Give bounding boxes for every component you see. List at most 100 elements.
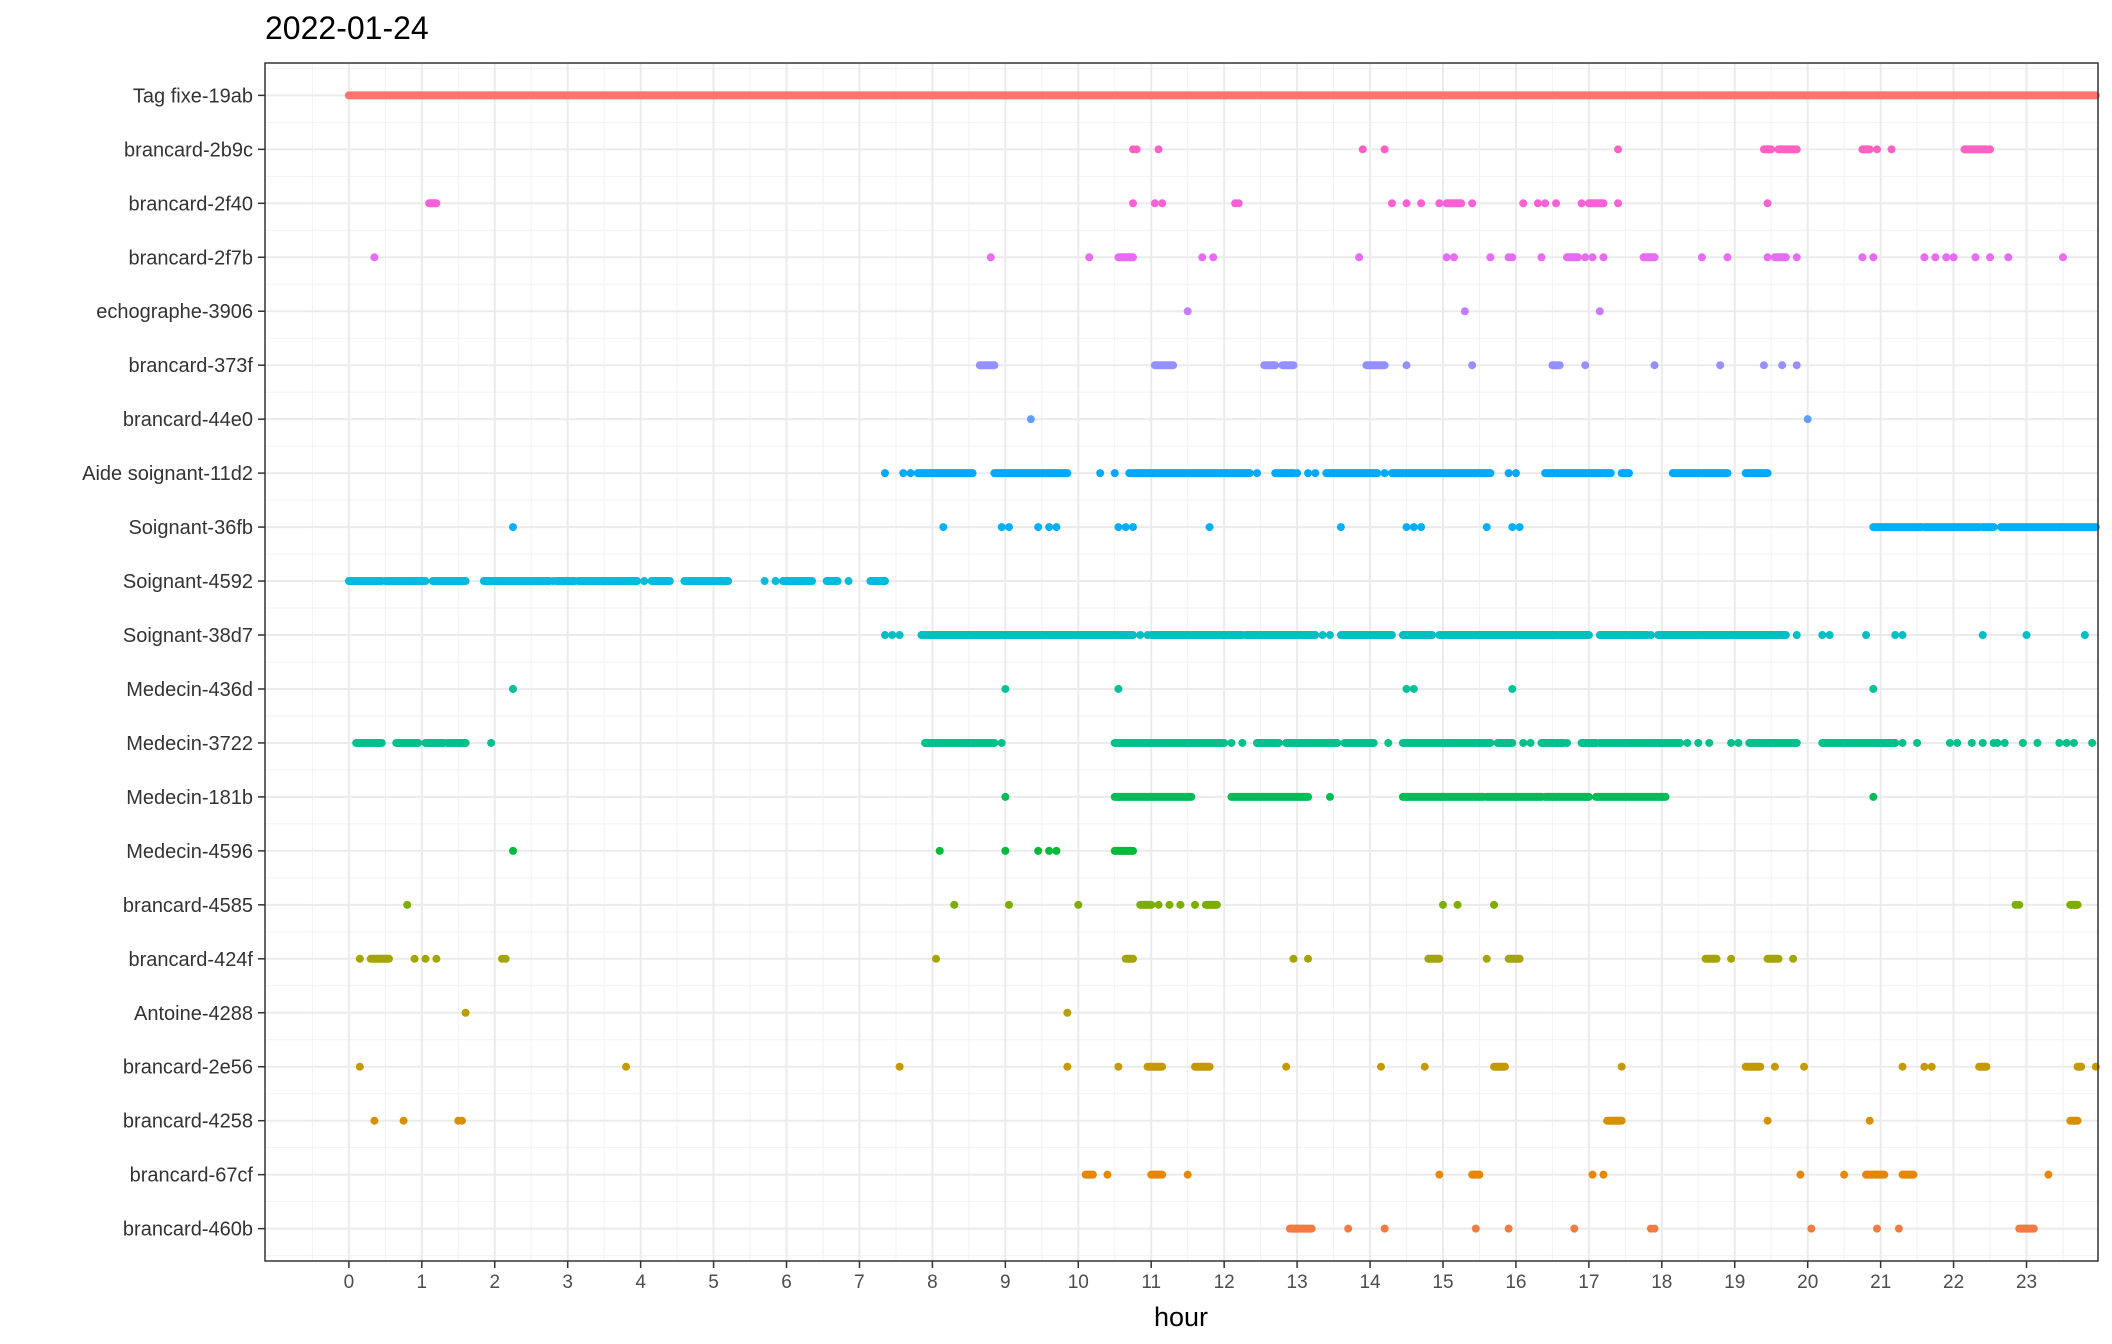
data-point — [1311, 469, 1320, 478]
data-point — [1898, 738, 1907, 747]
y-tick-label: brancard-4585 — [123, 895, 253, 917]
data-point — [1920, 253, 1929, 262]
data-point — [1114, 684, 1123, 693]
series-brancard-2b9c — [1128, 145, 1995, 154]
data-point — [1887, 145, 1896, 154]
x-tick-label: 20 — [1797, 1272, 1818, 1293]
x-axis: 0 1 2 3 4 5 6 7 8 9 10 11 12 13 14 15 16 17 18 19 20 21 22 23 — [264, 62, 2099, 1293]
data-point — [1293, 469, 1302, 478]
data-point — [1913, 738, 1922, 747]
data-point — [1727, 954, 1736, 963]
y-tick-label: Aide soignant-11d2 — [82, 463, 253, 485]
data-point — [1074, 900, 1083, 909]
data-point — [1894, 1224, 1903, 1233]
data-point — [1515, 523, 1524, 532]
data-point — [1209, 253, 1218, 262]
data-point — [2069, 738, 2078, 747]
data-point — [549, 577, 558, 586]
y-tick-label: brancard-460b — [123, 1219, 253, 1241]
data-point — [1723, 253, 1732, 262]
data-point — [935, 846, 944, 855]
x-tick-label: 15 — [1432, 1272, 1453, 1293]
data-point — [399, 1116, 408, 1125]
data-point — [1614, 199, 1623, 208]
data-point — [1482, 523, 1491, 532]
data-point — [1891, 631, 1900, 640]
series-soignant-38d7 — [880, 631, 2089, 640]
x-tick-label: 1 — [417, 1272, 428, 1293]
data-point — [508, 523, 517, 532]
series-brancard-460b — [1285, 1224, 2038, 1233]
data-point — [906, 469, 915, 478]
x-tick-label: 8 — [927, 1272, 938, 1293]
x-axis-title: hour — [1154, 1302, 1208, 1332]
data-point — [1034, 846, 1043, 855]
data-point — [1380, 1224, 1389, 1233]
x-tick-label: 22 — [1943, 1272, 1964, 1293]
data-point — [2044, 1170, 2053, 1179]
data-point — [1004, 523, 1013, 532]
data-point — [1304, 954, 1313, 963]
data-point — [1763, 1116, 1772, 1125]
data-point — [1384, 738, 1393, 747]
data-point — [1063, 1062, 1072, 1071]
x-tick-label: 11 — [1141, 1272, 1161, 1293]
x-tick-label: 19 — [1724, 1272, 1745, 1293]
data-point — [1646, 631, 1655, 640]
x-tick-label: 7 — [854, 1272, 865, 1293]
data-point — [1858, 253, 1867, 262]
data-point — [457, 1116, 466, 1125]
data-point — [1154, 900, 1163, 909]
data-point — [1468, 361, 1477, 370]
data-point — [2004, 253, 2013, 262]
series-aide-soignant-11d2 — [880, 469, 1772, 478]
data-point — [1508, 523, 1517, 532]
data-point — [2015, 900, 2024, 909]
data-point — [1920, 1062, 1929, 1071]
data-point — [410, 954, 419, 963]
data-point — [1176, 900, 1185, 909]
data-point — [1581, 253, 1590, 262]
data-point — [880, 469, 889, 478]
series-soignant-4592 — [344, 577, 889, 586]
y-tick-label: Medecin-181b — [126, 787, 253, 809]
data-point — [1417, 199, 1426, 208]
x-tick-label: 14 — [1359, 1272, 1381, 1293]
data-point — [899, 469, 908, 478]
data-point — [1588, 253, 1597, 262]
y-tick-label: echographe-3906 — [96, 301, 253, 323]
series-brancard-2e56 — [355, 1062, 2100, 1071]
y-tick-label: Soignant-36fb — [128, 517, 253, 539]
data-point — [1763, 253, 1772, 262]
data-point — [1471, 1224, 1480, 1233]
data-point — [1898, 1062, 1907, 1071]
data-point — [1234, 199, 1243, 208]
series-soignant-36fb — [508, 523, 2100, 532]
data-point — [2055, 738, 2064, 747]
series-brancard-44e0 — [1026, 415, 1812, 424]
data-point — [888, 631, 897, 640]
data-point — [1792, 253, 1801, 262]
data-point — [1289, 954, 1298, 963]
data-point — [1435, 1170, 1444, 1179]
data-point — [1927, 1062, 1936, 1071]
data-point — [1052, 846, 1061, 855]
x-tick-label: 21 — [1870, 1272, 1891, 1293]
x-tick-label: 4 — [635, 1272, 646, 1293]
y-tick-label: brancard-2b9c — [124, 139, 253, 161]
data-point — [1570, 631, 1579, 640]
data-point — [1128, 199, 1137, 208]
data-point — [1789, 954, 1798, 963]
data-point — [1581, 361, 1590, 370]
data-point — [1971, 253, 1980, 262]
data-point — [1504, 1224, 1513, 1233]
data-point — [1318, 631, 1327, 640]
data-point — [1001, 684, 1010, 693]
data-point — [1409, 684, 1418, 693]
data-point — [2088, 738, 2097, 747]
data-point — [508, 846, 517, 855]
data-point — [1438, 631, 1447, 640]
data-point — [1588, 1170, 1597, 1179]
